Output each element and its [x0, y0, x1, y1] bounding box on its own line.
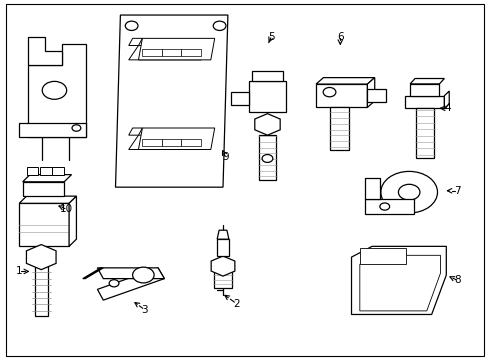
Polygon shape	[69, 196, 76, 246]
Polygon shape	[217, 239, 229, 256]
Polygon shape	[52, 167, 64, 175]
Polygon shape	[410, 78, 444, 84]
Circle shape	[109, 280, 119, 287]
Polygon shape	[19, 203, 69, 246]
Polygon shape	[35, 266, 48, 316]
Polygon shape	[19, 196, 76, 203]
Circle shape	[323, 87, 336, 97]
Polygon shape	[129, 135, 211, 149]
Circle shape	[42, 81, 67, 99]
Circle shape	[213, 21, 226, 31]
Polygon shape	[162, 49, 181, 56]
Text: 10: 10	[60, 204, 73, 215]
Text: 1: 1	[16, 266, 23, 276]
Polygon shape	[143, 139, 162, 146]
Polygon shape	[27, 37, 62, 65]
Polygon shape	[351, 246, 446, 315]
Circle shape	[72, 125, 81, 131]
Polygon shape	[368, 78, 375, 107]
Text: 7: 7	[454, 186, 461, 196]
Text: 8: 8	[454, 275, 461, 285]
Polygon shape	[316, 78, 375, 84]
Polygon shape	[214, 266, 232, 288]
Circle shape	[262, 154, 273, 162]
Polygon shape	[139, 39, 215, 60]
Polygon shape	[365, 178, 380, 199]
Polygon shape	[249, 81, 286, 112]
Polygon shape	[23, 182, 64, 196]
Polygon shape	[444, 91, 449, 108]
Polygon shape	[181, 49, 201, 56]
Polygon shape	[139, 128, 215, 149]
Text: 2: 2	[233, 299, 240, 309]
Polygon shape	[181, 139, 201, 146]
Text: 6: 6	[337, 32, 343, 41]
Polygon shape	[217, 230, 229, 239]
Circle shape	[381, 171, 438, 213]
Polygon shape	[19, 123, 86, 137]
Polygon shape	[162, 139, 181, 146]
Polygon shape	[129, 39, 143, 45]
Circle shape	[380, 203, 390, 210]
Polygon shape	[40, 167, 51, 175]
Polygon shape	[259, 135, 276, 180]
Polygon shape	[330, 107, 349, 150]
Polygon shape	[405, 96, 444, 108]
Polygon shape	[23, 175, 72, 182]
Circle shape	[133, 267, 154, 283]
Polygon shape	[98, 268, 164, 300]
Polygon shape	[83, 268, 103, 279]
Polygon shape	[252, 71, 283, 81]
Polygon shape	[360, 255, 441, 311]
Polygon shape	[211, 256, 235, 276]
Text: 9: 9	[222, 152, 229, 162]
Polygon shape	[129, 45, 211, 60]
Polygon shape	[98, 268, 164, 279]
Text: 4: 4	[444, 103, 451, 113]
Polygon shape	[26, 167, 38, 175]
Polygon shape	[255, 114, 280, 135]
Polygon shape	[231, 92, 249, 105]
Polygon shape	[416, 108, 434, 158]
Text: 5: 5	[268, 32, 275, 41]
Polygon shape	[360, 248, 406, 264]
Polygon shape	[116, 15, 228, 187]
Polygon shape	[143, 49, 162, 56]
Polygon shape	[27, 44, 86, 137]
Polygon shape	[410, 84, 440, 96]
Circle shape	[125, 21, 138, 31]
Polygon shape	[26, 244, 56, 270]
Polygon shape	[368, 89, 386, 102]
Circle shape	[398, 184, 420, 200]
Text: 3: 3	[142, 305, 148, 315]
Polygon shape	[316, 84, 368, 107]
Polygon shape	[365, 199, 414, 214]
Polygon shape	[129, 128, 143, 135]
